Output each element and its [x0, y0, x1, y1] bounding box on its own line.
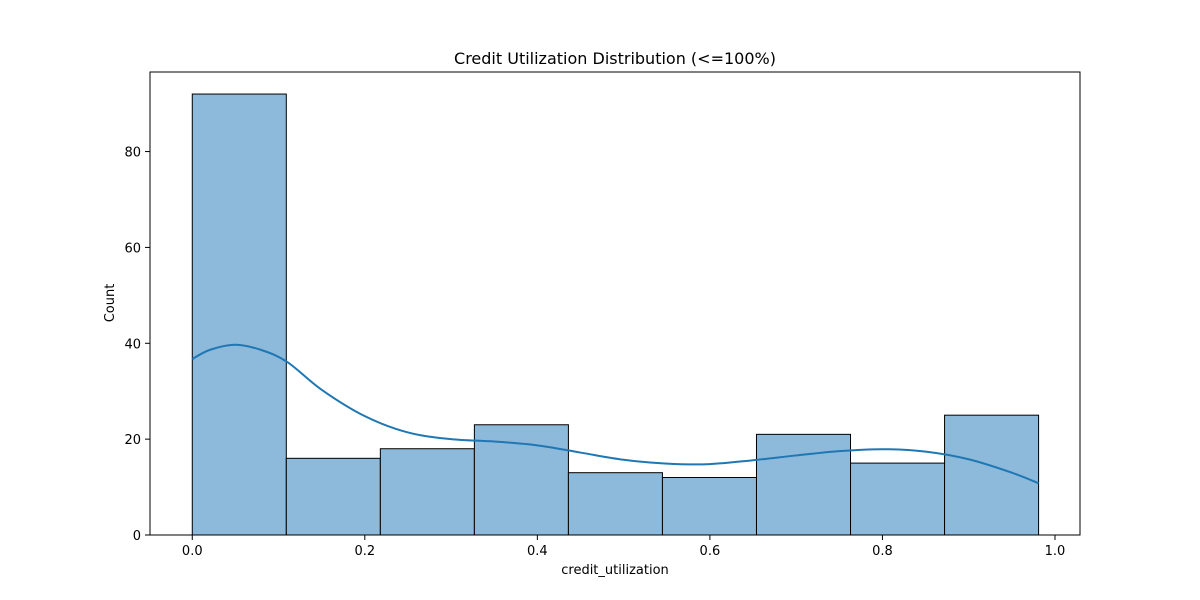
histogram-bar-2: [285, 457, 381, 536]
x-tick-label: 0.2: [354, 544, 375, 559]
histogram-bar-3: [379, 448, 475, 536]
histogram-bar-1: [191, 93, 287, 536]
y-axis-label: Count: [103, 284, 118, 323]
x-tick-label: 0.8: [872, 544, 893, 559]
y-tick-label: 40: [124, 337, 141, 352]
histogram-bar-5: [567, 472, 663, 536]
x-axis: 0.0 0.2 0.4 0.6 0.8 1.0: [182, 535, 1065, 559]
y-axis: 0 20 40 60 80: [124, 146, 150, 544]
x-tick-label: 0.0: [182, 544, 203, 559]
x-axis-label: credit_utilization: [561, 563, 669, 578]
histogram-bar-7: [755, 433, 852, 536]
y-tick-label: 60: [124, 241, 141, 256]
x-tick-label: 0.4: [527, 544, 548, 559]
chart-title: Credit Utilization Distribution (<=100%): [454, 49, 776, 68]
x-tick-label: 0.6: [700, 544, 721, 559]
y-tick-label: 80: [124, 146, 141, 161]
y-tick-label: 0: [133, 529, 141, 544]
y-tick-label: 20: [124, 433, 141, 448]
histogram-bar-9: [944, 414, 1040, 536]
x-tick-label: 1.0: [1045, 544, 1066, 559]
histogram-bar-6: [661, 476, 757, 536]
histogram-bar-8: [850, 462, 946, 536]
histogram-bars: [191, 93, 1040, 536]
plot-frame: [149, 71, 1081, 536]
kde-curve: [191, 343, 1039, 485]
